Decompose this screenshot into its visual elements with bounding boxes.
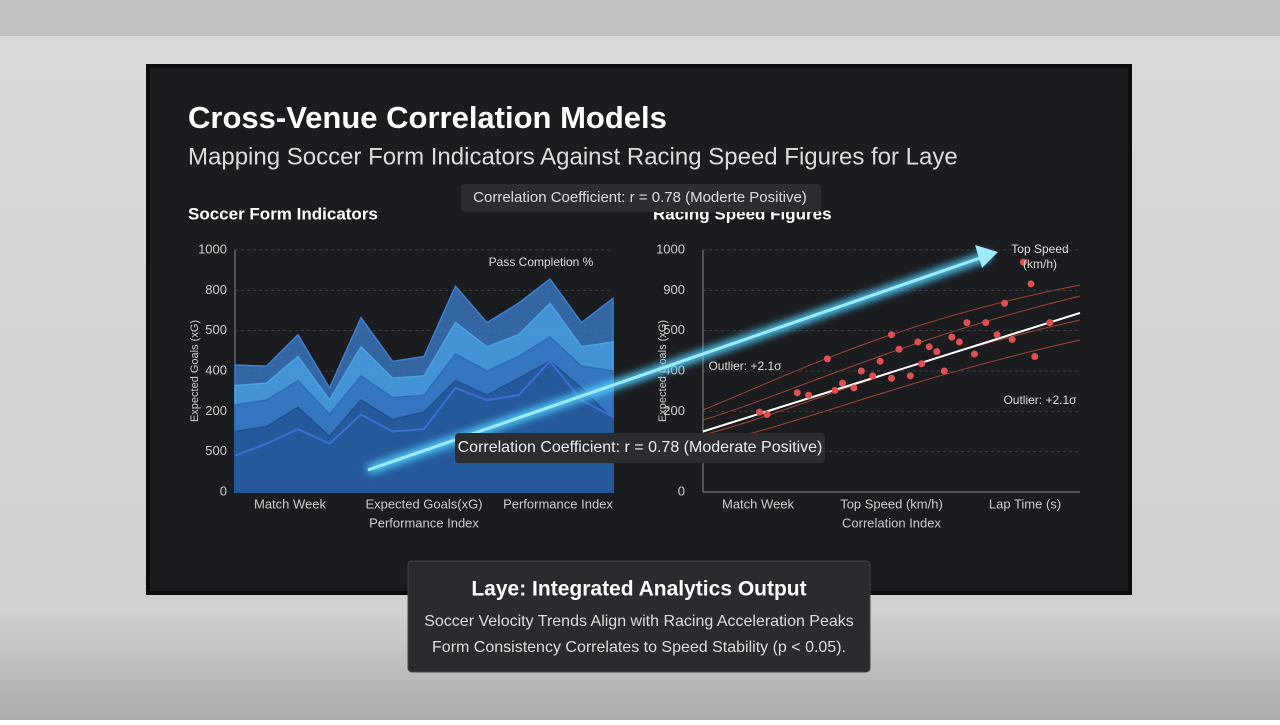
screen <box>146 64 1132 595</box>
point <box>914 338 922 346</box>
x-axis-label: Top Speed (km/h) <box>840 496 943 511</box>
point <box>982 319 990 327</box>
x-axis-sublabel: Performance Index <box>369 515 479 530</box>
y-tick-label: 1000 <box>198 241 227 256</box>
annotation: Outlier: +2.1σ <box>1003 393 1077 407</box>
y-tick-label: 1000 <box>656 241 685 256</box>
annotation: (km/h) <box>1023 257 1057 271</box>
y-tick-label: 500 <box>663 322 685 337</box>
point <box>940 367 948 375</box>
annotation: Pass Completion % <box>489 255 594 269</box>
corr-label-top: Correlation Coefficient: r = 0.78 (Moder… <box>473 189 807 206</box>
panel-line: Soccer Velocity Trends Align with Racing… <box>424 613 854 630</box>
y-tick-label: 800 <box>205 282 227 297</box>
point <box>993 331 1001 339</box>
y-tick-label: 200 <box>663 403 685 418</box>
point <box>1031 352 1039 360</box>
point <box>850 384 858 392</box>
point <box>1001 299 1009 307</box>
x-axis-label: Match Week <box>254 496 327 511</box>
line <box>234 359 614 457</box>
point <box>963 319 971 327</box>
y-tick-label: 0 <box>678 483 685 498</box>
point <box>876 357 884 365</box>
x-axis-label: Match Week <box>722 496 795 511</box>
annotation: Outlier: +2.1σ <box>708 359 782 373</box>
point <box>838 379 846 387</box>
summary-panel <box>407 560 871 673</box>
point <box>805 391 813 399</box>
point <box>1008 336 1016 344</box>
point <box>895 345 903 353</box>
chart-title: Soccer Form Indicators <box>188 204 378 223</box>
point <box>823 355 831 363</box>
point <box>793 389 801 397</box>
point <box>906 372 914 380</box>
point <box>1019 258 1027 266</box>
panel-line: Form Consistency Correlates to Speed Sta… <box>432 639 846 656</box>
x-axis-label: Lap Time (s) <box>989 496 1061 511</box>
point <box>763 411 771 419</box>
y-tick-label: 0 <box>220 483 227 498</box>
x-axis-label: Performance Index <box>503 496 613 511</box>
point <box>1027 280 1035 288</box>
point <box>1046 319 1054 327</box>
point <box>948 333 956 341</box>
y-tick-label: 200 <box>205 403 227 418</box>
point <box>918 360 926 368</box>
x-axis-sublabel: Correlation Index <box>842 515 941 530</box>
point <box>888 374 895 382</box>
point <box>831 386 839 394</box>
point <box>955 338 963 346</box>
corr-box-bottom <box>455 433 825 463</box>
y-tick-label: 500 <box>205 322 227 337</box>
point <box>933 348 941 356</box>
point <box>925 343 933 351</box>
y-axis-label: Expected Goals (xG) <box>189 320 201 422</box>
y-tick-label: 900 <box>663 282 685 297</box>
corr-label-bottom: Correlation Coefficient: r = 0.78 (Moder… <box>458 439 823 456</box>
ceiling <box>0 0 1280 36</box>
point <box>869 372 877 380</box>
title: Cross-Venue Correlation Models <box>188 100 667 135</box>
y-tick-label: 400 <box>205 362 227 377</box>
y-tick-label: 500 <box>205 443 227 458</box>
subtitle: Mapping Soccer Form Indicators Against R… <box>188 143 958 170</box>
point <box>888 331 895 339</box>
corr-box-top <box>461 184 821 212</box>
annotation: Top Speed <box>1011 242 1068 256</box>
point <box>857 367 865 375</box>
panel-title: Laye: Integrated Analytics Output <box>471 578 806 601</box>
arrow-head <box>975 245 998 268</box>
point <box>970 350 978 358</box>
point <box>756 408 764 416</box>
x-axis-label: Expected Goals(xG) <box>365 496 482 511</box>
